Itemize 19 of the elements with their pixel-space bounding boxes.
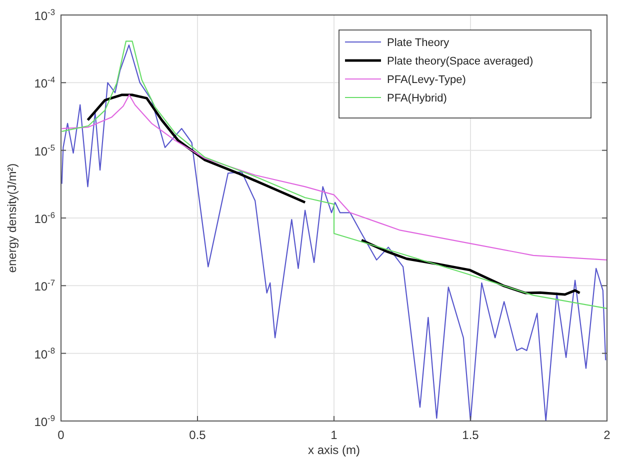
line-series [61, 94, 607, 260]
y-tick-label: 10$^{-8}$ [34, 345, 56, 362]
legend-label: PFA(Levy-Type) [387, 74, 466, 86]
y-tick-label: 10$^{-3}$ [34, 7, 56, 23]
y-axis-title: energy density(J/m²) [5, 163, 19, 273]
y-tick-label: 10$^{-7}$ [34, 278, 56, 294]
x-tick-label: 1 [330, 428, 338, 442]
legend-label: Plate theory(Space averaged) [387, 56, 534, 68]
y-tick-label: 10$^{-6}$ [34, 210, 56, 226]
y-tick-label: 10$^{-4}$ [34, 74, 56, 91]
y-tick-label: 10$^{-5}$ [34, 142, 56, 158]
legend-label: Plate Theory [387, 37, 450, 49]
y-tick-label: 10$^{-9}$ [34, 413, 56, 429]
x-tick-label: 2 [604, 428, 611, 442]
legend-label: PFA(Hybrid) [387, 92, 447, 104]
x-tick-label: 1.5 [462, 428, 480, 442]
x-tick-label: 0.5 [189, 428, 206, 442]
x-tick-label: 0 [58, 428, 65, 442]
x-axis-title: x axis (m) [308, 443, 360, 457]
